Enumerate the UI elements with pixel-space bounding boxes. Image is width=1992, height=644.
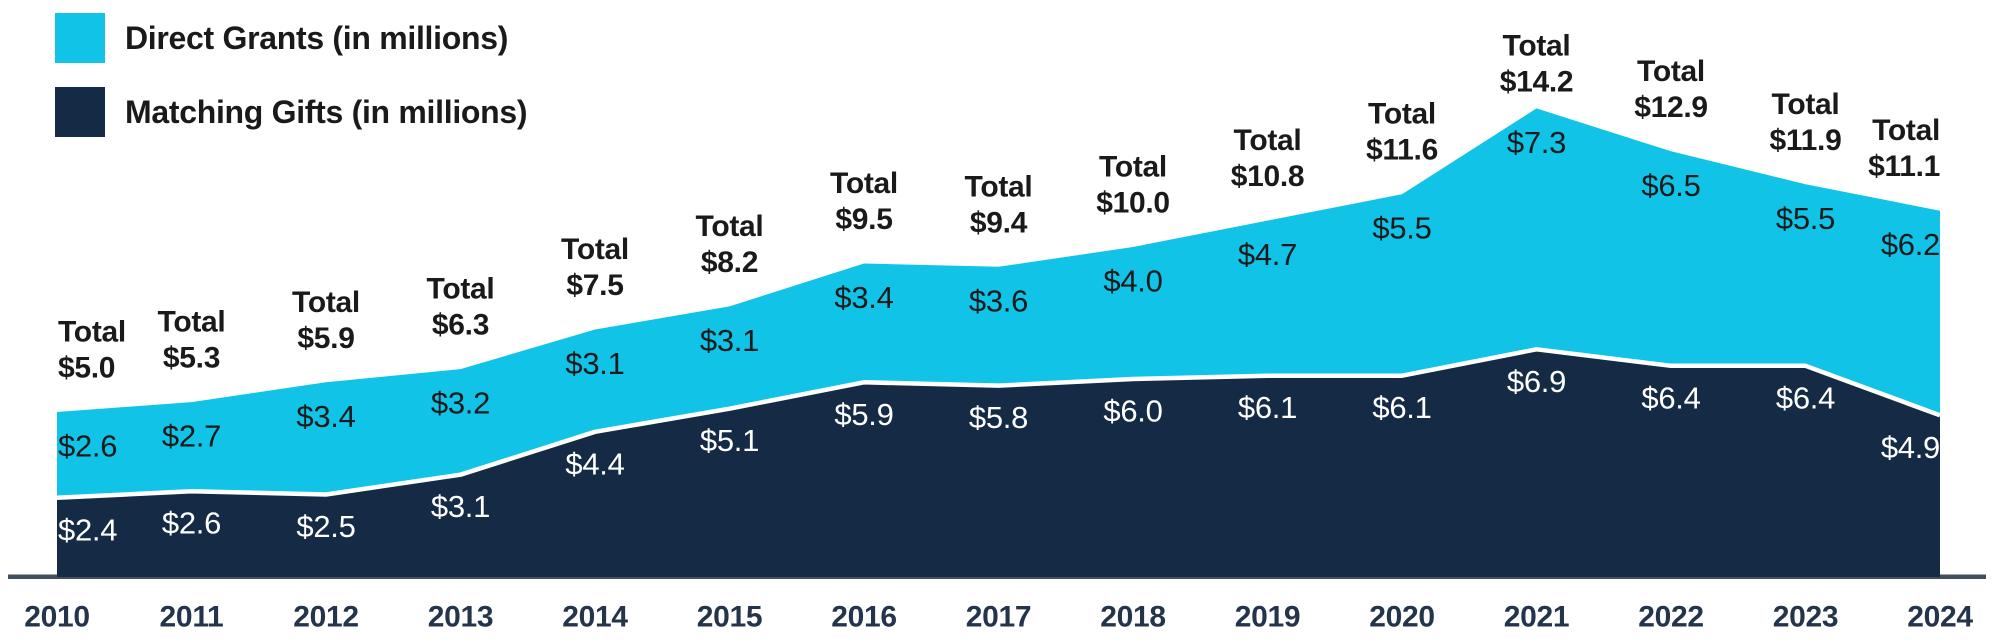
matching-gifts-area	[57, 349, 1940, 577]
direct-grants-swatch	[55, 13, 105, 63]
total-word-2016: Total	[830, 167, 898, 200]
direct-value-2016: $3.4	[834, 280, 893, 315]
direct-value-2017: $3.6	[969, 283, 1028, 318]
matching-value-2011: $2.6	[162, 506, 221, 541]
total-value-2024: $11.1	[1868, 150, 1940, 183]
direct-value-2021: $7.3	[1507, 125, 1566, 160]
total-value-2010: $5.0	[58, 352, 115, 385]
year-tick-2018: 2018	[1100, 601, 1166, 634]
total-word-2023: Total	[1772, 88, 1840, 121]
matching-value-2016: $5.9	[834, 397, 893, 432]
year-tick-2024: 2024	[1907, 601, 1973, 634]
matching-value-2019: $6.1	[1238, 390, 1297, 425]
direct-value-2022: $6.5	[1641, 168, 1700, 203]
total-word-2014: Total	[561, 233, 629, 266]
total-word-2011: Total	[158, 306, 226, 339]
direct-value-2011: $2.7	[162, 419, 221, 454]
total-word-2012: Total	[292, 286, 360, 319]
matching-value-2021: $6.9	[1507, 364, 1566, 399]
legend: Direct Grants (in millions) Matching Gif…	[55, 13, 528, 137]
year-tick-2014: 2014	[562, 601, 628, 634]
total-word-2017: Total	[965, 170, 1033, 203]
total-value-2019: $10.8	[1231, 160, 1305, 193]
matching-value-2017: $5.8	[969, 400, 1028, 435]
direct-value-2018: $4.0	[1103, 264, 1162, 299]
total-value-2023: $11.9	[1770, 124, 1842, 157]
total-value-2016: $9.5	[835, 203, 892, 236]
direct-value-2013: $3.2	[431, 386, 490, 421]
year-tick-2010: 2010	[24, 601, 90, 634]
total-value-2021: $14.2	[1500, 66, 1574, 99]
series-separator-line	[56, 347, 1941, 501]
year-tick-2016: 2016	[831, 601, 897, 634]
direct-value-2014: $3.1	[565, 346, 624, 381]
total-word-2013: Total	[427, 273, 495, 306]
direct-value-2020: $5.5	[1372, 211, 1431, 246]
matching-value-2015: $5.1	[700, 423, 759, 458]
matching-value-2012: $2.5	[296, 509, 355, 544]
matching-value-2013: $3.1	[431, 489, 490, 524]
year-tick-2013: 2013	[428, 601, 494, 634]
total-value-2013: $6.3	[432, 309, 489, 342]
year-tick-2012: 2012	[293, 601, 359, 634]
total-value-2017: $9.4	[970, 206, 1028, 239]
total-word-2024: Total	[1872, 114, 1940, 147]
total-word-2015: Total	[696, 210, 764, 243]
year-tick-2022: 2022	[1638, 601, 1704, 634]
direct-grants-legend-label: Direct Grants (in millions)	[125, 19, 509, 56]
total-value-2018: $10.0	[1096, 187, 1170, 220]
total-word-2010: Total	[58, 316, 126, 349]
matching-value-2023: $6.4	[1776, 380, 1835, 415]
matching-value-2022: $6.4	[1641, 380, 1700, 415]
direct-value-2010: $2.6	[58, 429, 117, 464]
year-tick-2015: 2015	[697, 601, 763, 634]
year-tick-2011: 2011	[160, 601, 224, 634]
total-value-2011: $5.3	[163, 342, 220, 375]
matching-gifts-legend-label: Matching Gifts (in millions)	[125, 93, 528, 130]
direct-value-2023: $5.5	[1776, 201, 1835, 236]
legend-item-matching-gifts: Matching Gifts (in millions)	[55, 87, 528, 137]
total-word-2020: Total	[1368, 98, 1436, 131]
year-tick-2021: 2021	[1504, 601, 1570, 634]
total-value-2012: $5.9	[297, 322, 354, 355]
total-word-2021: Total	[1503, 30, 1571, 63]
matching-value-2014: $4.4	[565, 446, 624, 481]
direct-value-2024: $6.2	[1881, 227, 1940, 262]
direct-value-2012: $3.4	[296, 399, 355, 434]
total-value-2015: $8.2	[701, 246, 758, 279]
legend-item-direct-grants: Direct Grants (in millions)	[55, 13, 527, 63]
matching-value-2024: $4.9	[1881, 430, 1940, 465]
total-word-2022: Total	[1637, 55, 1705, 88]
year-tick-2019: 2019	[1235, 601, 1301, 634]
matching-value-2020: $6.1	[1372, 390, 1431, 425]
total-value-2014: $7.5	[566, 269, 623, 302]
year-tick-2023: 2023	[1773, 601, 1839, 634]
matching-value-2010: $2.4	[58, 512, 117, 547]
total-value-2020: $11.6	[1366, 134, 1438, 167]
total-value-2022: $12.9	[1634, 91, 1708, 124]
direct-value-2019: $4.7	[1238, 237, 1297, 272]
matching-value-2018: $6.0	[1103, 394, 1162, 429]
total-word-2019: Total	[1234, 124, 1302, 157]
year-tick-2017: 2017	[966, 601, 1032, 634]
direct-value-2015: $3.1	[700, 323, 759, 358]
year-tick-2020: 2020	[1369, 601, 1435, 634]
matching-gifts-swatch	[55, 87, 105, 137]
total-word-2018: Total	[1099, 151, 1167, 184]
